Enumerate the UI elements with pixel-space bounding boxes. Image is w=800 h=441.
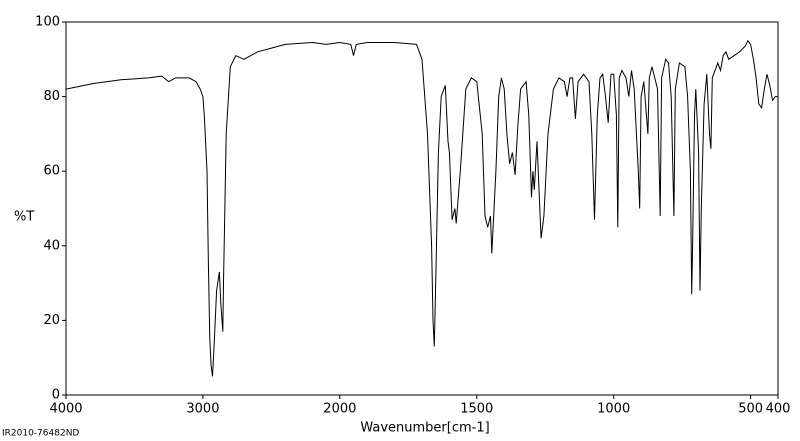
x-axis-label: Wavenumber[cm-1] bbox=[360, 421, 489, 436]
footer: IR2010-76482ND bbox=[2, 429, 79, 439]
x-tick-label: 4000 bbox=[49, 402, 82, 417]
x-tick-label: 400 bbox=[766, 402, 791, 417]
x-tick-label: 500 bbox=[738, 402, 763, 417]
x-tick-label: 2000 bbox=[323, 402, 356, 417]
y-axis-label: %T bbox=[14, 210, 34, 225]
y-tick-label: 60 bbox=[43, 164, 60, 179]
x-tick-label: 3000 bbox=[186, 402, 219, 417]
plot-frame bbox=[65, 21, 779, 396]
y-tick-label: 20 bbox=[43, 313, 60, 328]
y-tick-label: 80 bbox=[43, 89, 60, 104]
spectrum-line bbox=[65, 39, 778, 377]
y-tick-label: 0 bbox=[52, 388, 60, 403]
y-tick-label: 40 bbox=[43, 238, 60, 253]
x-tick-label: 1000 bbox=[597, 402, 630, 417]
y-tick-label: 100 bbox=[35, 15, 60, 30]
x-tick-label: 1500 bbox=[460, 402, 493, 417]
